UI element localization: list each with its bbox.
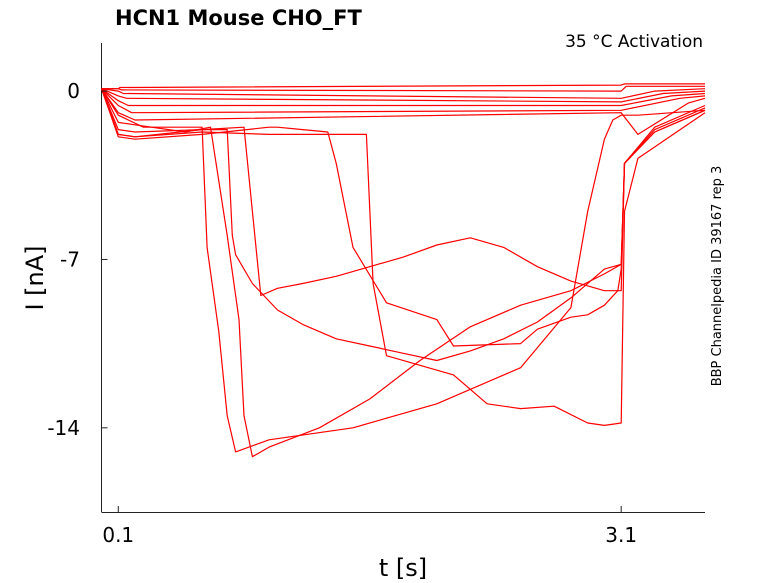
current-trace-5: [101, 88, 706, 107]
x-tick-label: 3.1: [605, 523, 637, 547]
current-trace-7: [101, 88, 706, 135]
y-tick-label: -14: [47, 416, 80, 440]
current-trace-1: [101, 83, 705, 90]
y-tick-label: -7: [60, 247, 80, 271]
current-trace-3: [101, 88, 706, 99]
current-trace-10: [100, 88, 706, 362]
chart-title: HCN1 Mouse CHO_FT: [115, 6, 362, 30]
side-id-label: BBP Channelpedia ID 39167 rep 3: [710, 166, 725, 387]
ticks: 0 -7 -14 0.1 3.1: [47, 79, 637, 547]
axes: [101, 43, 705, 513]
x-tick-label: 0.1: [102, 523, 134, 547]
y-tick-label: 0: [67, 79, 80, 103]
current-trace-11: [100, 88, 706, 297]
x-axis-label: t [s]: [379, 554, 427, 582]
traces: [100, 83, 706, 458]
current-trace-6: [101, 88, 706, 114]
current-trace-13: [100, 88, 706, 426]
current-trace-8: [100, 88, 706, 453]
current-trace-2: [101, 85, 705, 92]
current-trace-12: [100, 88, 706, 347]
condition-annotation: 35 °C Activation: [565, 32, 703, 52]
current-trace-4: [101, 88, 706, 103]
y-axis-label: I [nA]: [21, 245, 49, 310]
current-trace-9: [100, 88, 706, 458]
